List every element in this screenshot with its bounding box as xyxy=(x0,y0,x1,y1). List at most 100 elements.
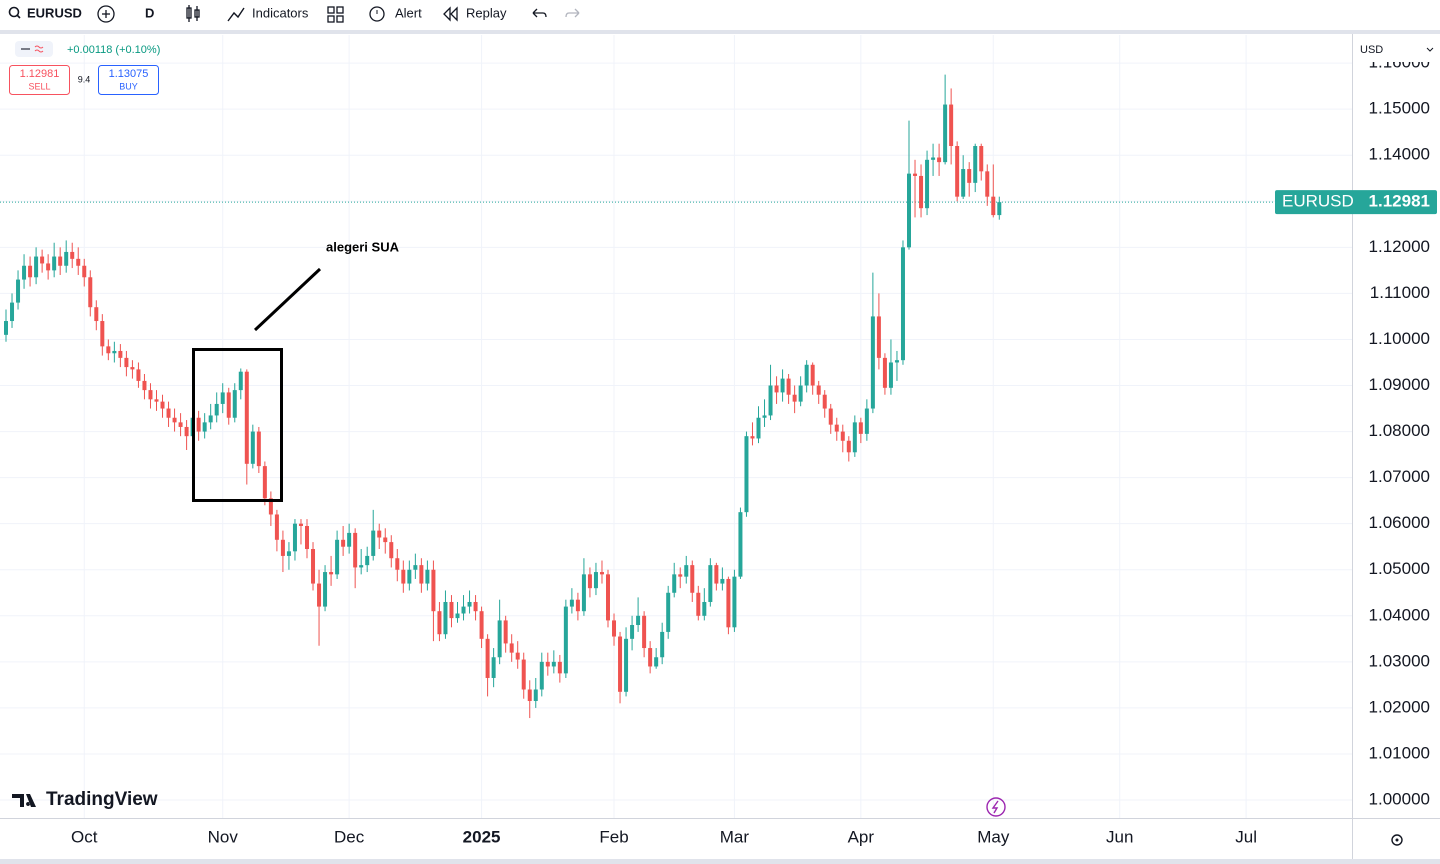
candle-body xyxy=(196,417,201,432)
candle-body xyxy=(864,408,869,434)
candle-body xyxy=(967,169,972,183)
alert[interactable]: Alert xyxy=(395,5,422,20)
candle-body xyxy=(401,569,406,584)
candle-body xyxy=(166,408,171,418)
candle-body xyxy=(606,574,610,621)
buy-price[interactable]: 1.13075 xyxy=(109,68,149,80)
candle-body xyxy=(431,569,436,612)
candle-body xyxy=(130,367,135,370)
candle-body xyxy=(407,569,412,584)
symbol[interactable]: EURUSD xyxy=(27,5,82,20)
candle-body xyxy=(913,173,918,176)
price-axis: 1.00000 1.01000 1.02000 1.03000 1.04000 1.050… xyxy=(1369,53,1430,809)
candle-body xyxy=(455,613,460,619)
y-tick-label: 1.03000 xyxy=(1369,651,1430,670)
time-axis: Oct Nov Dec 2025 Feb Mar Apr May Jun Jul xyxy=(71,827,1257,846)
indicators[interactable]: Indicators xyxy=(252,5,309,20)
annotation-line[interactable] xyxy=(253,267,322,332)
x-tick-label: Nov xyxy=(208,827,239,846)
y-tick-label: 1.01000 xyxy=(1369,743,1430,762)
candle-body xyxy=(503,620,508,644)
redo[interactable] xyxy=(565,8,580,18)
annotation-text[interactable]: alegeri SUA xyxy=(326,239,400,254)
candle-body xyxy=(286,551,291,556)
candle-body xyxy=(533,689,538,702)
annotation-box[interactable] xyxy=(192,348,283,502)
replay-button[interactable]: Replay xyxy=(443,5,507,22)
candle-body xyxy=(335,539,340,575)
candle-body xyxy=(527,689,532,702)
price-tag-value: 1.12981 xyxy=(1369,192,1430,211)
candle-body xyxy=(184,426,189,437)
y-tick-label: 1.09000 xyxy=(1369,375,1430,394)
layouts[interactable] xyxy=(327,6,344,23)
candle-body xyxy=(720,578,725,584)
candle-body xyxy=(569,599,574,607)
candle-body xyxy=(810,364,815,386)
sell-price[interactable]: 1.12981 xyxy=(20,68,60,80)
undo[interactable] xyxy=(532,8,547,18)
toolbar xyxy=(0,0,1440,30)
candle-body xyxy=(329,572,334,575)
candle-body xyxy=(214,403,219,416)
candle-body xyxy=(280,539,285,556)
candle-body xyxy=(220,392,225,404)
candle-body xyxy=(587,574,592,589)
candle-body xyxy=(64,251,69,266)
candle-body xyxy=(341,539,346,547)
lightning-icon[interactable] xyxy=(986,797,1006,817)
candle-body xyxy=(100,321,105,347)
candle-body xyxy=(16,279,21,303)
candle-body xyxy=(985,171,990,197)
candle-body xyxy=(202,422,207,432)
candle-body xyxy=(768,385,773,416)
bottom-border xyxy=(0,859,1440,864)
replay[interactable]: Replay xyxy=(466,5,507,20)
alert-button[interactable]: Alert xyxy=(369,5,422,22)
price-tag: EURUSD 1.12981 xyxy=(1275,190,1437,215)
currency-caret[interactable] xyxy=(1426,47,1434,52)
y-tick-label: 1.10000 xyxy=(1369,329,1430,348)
candle-body xyxy=(10,302,15,322)
buy-label[interactable]: BUY xyxy=(119,81,138,91)
candles xyxy=(4,74,1002,719)
interval[interactable]: D xyxy=(145,5,154,20)
candle-body xyxy=(58,256,63,266)
sell-label[interactable]: SELL xyxy=(28,81,50,91)
candle-body xyxy=(593,572,598,589)
symbol-search[interactable]: EURUSD xyxy=(8,5,82,20)
y-tick-label: 1.11000 xyxy=(1370,283,1430,302)
candle-body xyxy=(485,638,490,678)
toolbar-divider xyxy=(0,30,1440,34)
add-symbol[interactable] xyxy=(97,5,115,23)
candle-body xyxy=(70,251,75,259)
candle-body xyxy=(479,611,484,639)
x-tick-label: 2025 xyxy=(463,827,501,846)
candle-body xyxy=(94,307,99,322)
candle-body xyxy=(124,357,129,368)
logo-text[interactable]: TradingView xyxy=(46,789,158,810)
buy-button[interactable] xyxy=(98,65,159,95)
sell-button[interactable] xyxy=(9,65,70,95)
currency-selector[interactable] xyxy=(1354,38,1440,62)
candle-body xyxy=(786,378,791,395)
candle-body xyxy=(76,258,81,266)
candle-body xyxy=(822,394,827,409)
indicators-button[interactable]: Indicators xyxy=(227,5,309,22)
candle-body xyxy=(762,415,767,418)
candle-body xyxy=(551,661,556,667)
candle-body xyxy=(142,380,147,391)
candle-body xyxy=(943,104,948,163)
x-tick-label: Oct xyxy=(71,827,98,846)
logo[interactable]: TradingView xyxy=(12,789,158,810)
settings-icon[interactable] xyxy=(1391,834,1403,846)
candle-body xyxy=(937,157,942,163)
candle-body xyxy=(268,498,273,515)
candle-body xyxy=(539,661,544,690)
candle-body xyxy=(389,542,394,559)
candle-body xyxy=(846,440,851,453)
currency[interactable]: USD xyxy=(1360,44,1383,56)
chart-type[interactable] xyxy=(186,5,200,22)
candle-body xyxy=(900,247,905,361)
candle-body xyxy=(973,146,978,183)
